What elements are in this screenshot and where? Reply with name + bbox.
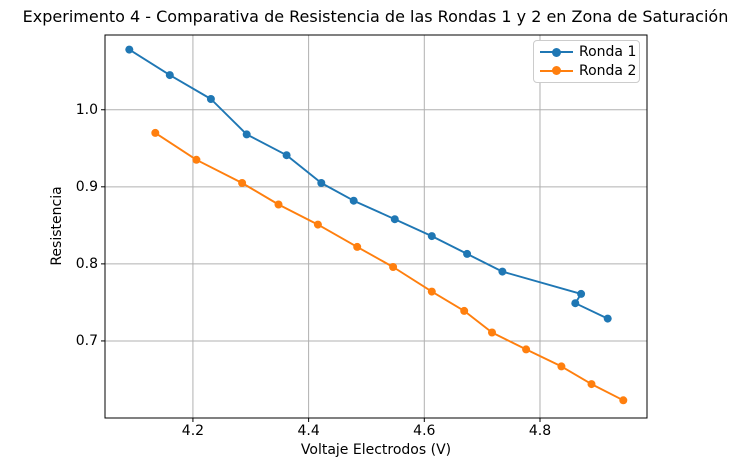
data-point-marker <box>571 299 580 308</box>
data-point-marker <box>557 362 566 371</box>
data-point-marker <box>313 220 322 229</box>
data-point-marker <box>522 345 531 354</box>
legend-label: Ronda 2 <box>579 62 637 79</box>
data-point-marker <box>603 314 612 323</box>
series-line-ronda-1 <box>128 48 609 320</box>
data-point-marker <box>192 155 201 164</box>
data-point-marker <box>619 396 628 405</box>
data-point-marker <box>206 95 215 103</box>
data-point-marker <box>125 45 134 54</box>
data-point-marker <box>389 263 398 271</box>
series-line-ronda-2 <box>154 131 625 402</box>
plot-border <box>104 34 648 419</box>
data-point-marker <box>463 249 472 258</box>
x-tick-label: 4.8 <box>528 423 552 439</box>
legend-item-ronda-2: Ronda 2 <box>540 62 637 80</box>
data-point-marker <box>427 232 436 241</box>
data-point-marker <box>427 287 436 296</box>
data-point-marker <box>274 200 283 209</box>
y-axis-label: Resistencia <box>49 186 65 266</box>
y-tick-label: 0.7 <box>75 332 98 349</box>
legend-line-marker-icon <box>540 66 573 76</box>
y-tick-label: 0.8 <box>75 255 98 272</box>
data-point-marker <box>242 130 251 139</box>
data-point-marker <box>282 151 291 160</box>
legend-line-marker-icon <box>540 47 573 57</box>
x-axis-label: Voltaje Electrodos (V) <box>300 442 452 458</box>
data-point-marker <box>498 267 507 276</box>
x-tick-label: 4.4 <box>297 423 320 439</box>
x-tick-label: 4.6 <box>413 423 436 439</box>
data-point-marker <box>353 242 362 251</box>
data-point-marker <box>587 380 596 389</box>
x-tick-label: 4.2 <box>181 423 205 439</box>
data-point-marker <box>349 196 358 205</box>
data-point-marker <box>460 306 469 315</box>
data-point-marker <box>151 128 160 137</box>
data-point-marker <box>238 179 247 187</box>
y-tick-label: 0.9 <box>75 178 98 195</box>
chart-title: Experimento 4 - Comparativa de Resistenc… <box>22 7 729 26</box>
legend: Ronda 1 Ronda 2 <box>533 40 640 83</box>
data-point-marker <box>165 71 174 80</box>
legend-label: Ronda 1 <box>579 44 637 61</box>
data-point-marker <box>577 289 586 298</box>
data-point-marker <box>317 179 326 187</box>
y-tick-label: 1.0 <box>75 101 98 118</box>
data-point-marker <box>488 328 496 337</box>
legend-item-ronda-1: Ronda 1 <box>540 43 637 61</box>
data-point-marker <box>390 215 399 224</box>
